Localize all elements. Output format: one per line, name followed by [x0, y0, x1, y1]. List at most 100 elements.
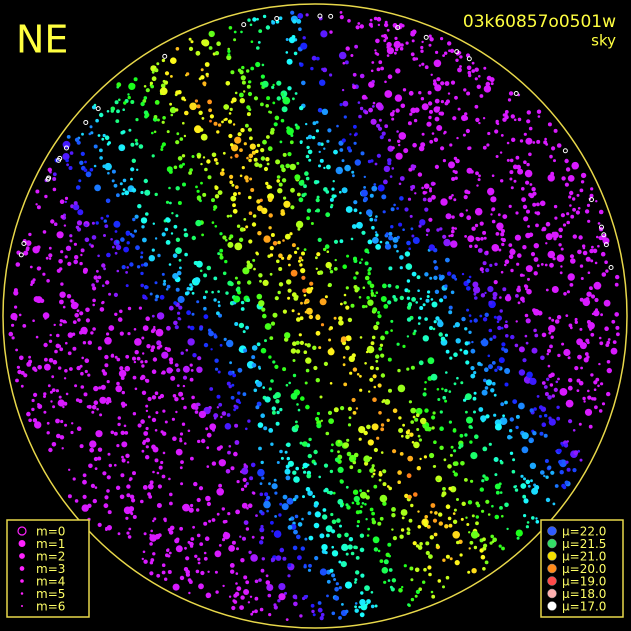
star — [305, 122, 308, 126]
star — [151, 154, 155, 158]
star — [133, 77, 138, 82]
star — [90, 244, 94, 248]
star — [190, 537, 195, 541]
star — [297, 555, 302, 561]
star — [204, 167, 208, 172]
star — [319, 158, 324, 163]
star — [217, 290, 220, 293]
star — [200, 133, 208, 141]
star — [564, 480, 569, 485]
star — [221, 411, 227, 416]
star — [479, 267, 484, 272]
star — [556, 405, 560, 409]
star — [359, 24, 364, 29]
star — [459, 55, 463, 59]
star — [516, 262, 520, 266]
star — [606, 360, 611, 364]
star — [234, 242, 243, 251]
star — [198, 410, 207, 419]
star — [164, 420, 168, 424]
star — [584, 209, 590, 214]
star — [360, 573, 365, 578]
star — [230, 143, 234, 147]
star — [175, 108, 179, 112]
star — [94, 467, 98, 470]
star — [485, 250, 489, 254]
star — [309, 281, 314, 286]
star — [371, 475, 374, 478]
star — [380, 335, 385, 341]
star — [195, 569, 200, 574]
star — [321, 544, 328, 551]
star — [215, 161, 219, 165]
star — [387, 74, 393, 79]
star — [289, 232, 293, 236]
star — [379, 559, 384, 563]
star — [184, 252, 188, 257]
star — [233, 408, 237, 412]
star — [143, 431, 149, 436]
star — [398, 143, 401, 147]
star — [190, 40, 194, 44]
star — [359, 261, 362, 265]
star — [243, 90, 246, 93]
star — [104, 135, 110, 140]
star — [91, 235, 97, 240]
star — [232, 373, 237, 378]
star — [279, 407, 283, 412]
star — [363, 196, 369, 202]
star — [424, 515, 429, 519]
star — [166, 325, 171, 331]
star — [301, 80, 306, 86]
star — [166, 130, 170, 134]
star — [99, 413, 103, 417]
star — [302, 462, 309, 469]
star — [316, 252, 321, 257]
star — [336, 124, 339, 128]
star — [179, 466, 183, 470]
star — [58, 366, 62, 370]
star — [525, 180, 530, 185]
star — [326, 250, 330, 253]
star — [456, 498, 459, 501]
star — [353, 200, 358, 205]
star — [475, 171, 479, 176]
star — [388, 235, 394, 241]
star — [526, 377, 529, 380]
star — [176, 270, 182, 276]
star — [369, 468, 374, 473]
star — [370, 118, 377, 125]
star — [76, 365, 81, 371]
star — [325, 212, 331, 218]
star — [326, 579, 331, 584]
star — [539, 200, 546, 207]
star — [203, 273, 208, 278]
star — [475, 117, 480, 123]
star — [359, 336, 363, 339]
star — [173, 320, 178, 326]
star — [474, 223, 479, 228]
star — [161, 370, 166, 375]
star — [80, 151, 85, 156]
star — [367, 280, 372, 285]
star — [452, 531, 461, 539]
star — [79, 364, 83, 368]
star — [187, 429, 191, 433]
star — [507, 434, 512, 440]
star — [316, 423, 322, 429]
star — [580, 180, 585, 184]
star — [230, 70, 235, 75]
star — [101, 284, 105, 288]
star — [387, 158, 392, 163]
star — [439, 227, 443, 231]
star — [229, 361, 233, 365]
star — [570, 258, 576, 264]
star — [175, 545, 183, 553]
star — [250, 40, 254, 43]
star — [227, 47, 230, 51]
star — [268, 213, 273, 218]
star — [434, 116, 440, 122]
star — [548, 325, 556, 333]
star — [433, 532, 438, 537]
star — [455, 338, 461, 344]
